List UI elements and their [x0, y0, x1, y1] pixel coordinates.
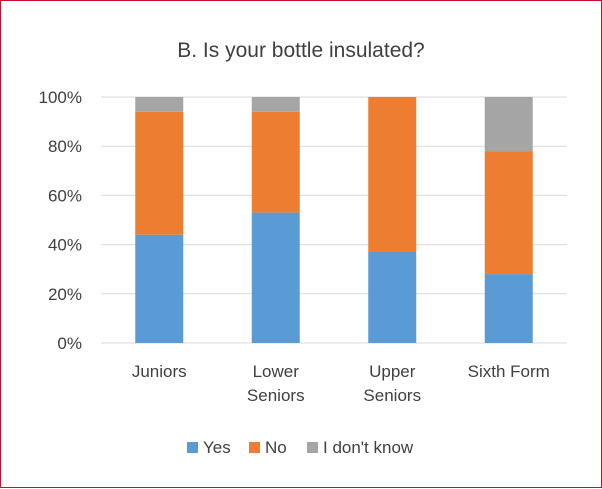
- legend-label: Yes: [203, 438, 231, 457]
- legend-swatch: [249, 442, 260, 453]
- bar-segment: [251, 111, 300, 213]
- bar-segment: [135, 234, 184, 343]
- bar-segment: [135, 97, 184, 112]
- chart-title: B. Is your bottle insulated?: [177, 39, 424, 62]
- bar-segment: [484, 274, 533, 343]
- y-tick-label: 20%: [48, 285, 82, 304]
- x-axis-ticks: Juniors Lower Seniors Upper Seniors Sixth For…: [132, 362, 550, 405]
- y-tick-label: 80%: [48, 137, 82, 156]
- x-tick-label: Juniors: [132, 362, 187, 381]
- bar-segment: [368, 251, 417, 343]
- bar-segment: [135, 111, 184, 235]
- y-tick-label: 60%: [48, 186, 82, 205]
- bars: [135, 97, 533, 343]
- legend-label: No: [265, 438, 287, 457]
- legend-swatch: [307, 442, 318, 453]
- y-tick-label: 40%: [48, 236, 82, 255]
- bar-segment: [251, 212, 300, 343]
- bar-segment: [484, 151, 533, 275]
- bar-segment: [368, 97, 417, 252]
- y-tick-label: 100%: [39, 88, 82, 107]
- legend: Yes No I don't know: [187, 438, 414, 457]
- x-tick-label: Lower Seniors: [247, 362, 305, 405]
- bar-segment: [251, 97, 300, 112]
- y-axis-ticks: 0% 20% 40% 60% 80% 100%: [39, 88, 82, 353]
- x-tick-label: Upper Seniors: [363, 362, 421, 405]
- legend-swatch: [187, 442, 198, 453]
- y-tick-label: 0%: [57, 334, 82, 353]
- legend-label: I don't know: [323, 438, 414, 457]
- x-tick-label: Sixth Form: [468, 362, 550, 381]
- bar-segment: [484, 97, 533, 152]
